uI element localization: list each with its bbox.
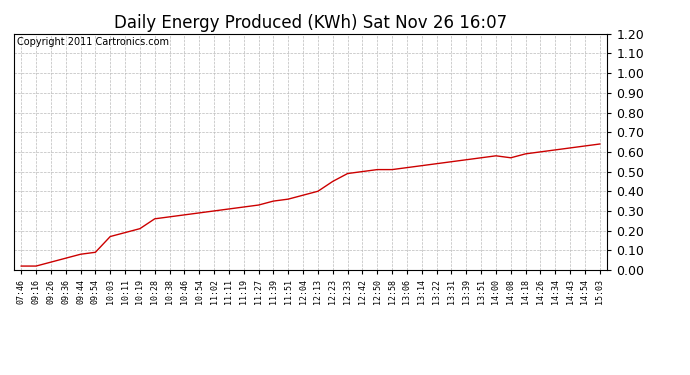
Title: Daily Energy Produced (KWh) Sat Nov 26 16:07: Daily Energy Produced (KWh) Sat Nov 26 1… [114,14,507,32]
Text: Copyright 2011 Cartronics.com: Copyright 2011 Cartronics.com [17,37,169,47]
